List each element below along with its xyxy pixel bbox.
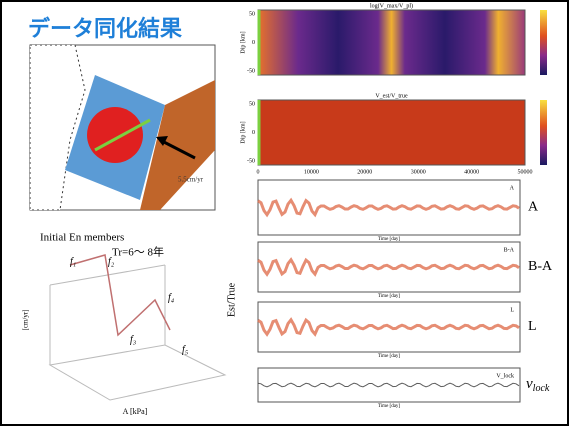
panel-label: A xyxy=(528,200,539,215)
colorbar xyxy=(540,100,547,165)
y-tick-label: -50 xyxy=(247,158,255,164)
point-label: f₄ xyxy=(168,292,175,303)
x-tick-label: 30000 xyxy=(411,169,426,175)
point-label: f₃ xyxy=(130,334,137,345)
x-axis-title: Time [day] xyxy=(378,354,401,359)
z-axis-label: [cm/yr] xyxy=(22,310,30,331)
panel-inner-label: B-A xyxy=(504,247,515,253)
x-axis-title: Time [day] xyxy=(378,404,401,409)
x-tick-label: 40000 xyxy=(464,169,479,175)
panel-inner-label: L xyxy=(510,307,514,313)
panel-label: B-A xyxy=(528,259,553,274)
title: データ同化結果 xyxy=(28,16,182,42)
map xyxy=(30,45,215,210)
point-label: f₂ xyxy=(108,256,115,267)
heatmap-title: V_est/V_true xyxy=(375,93,408,99)
heatmap-y-label: Dip [km] xyxy=(240,121,246,143)
y-tick-label: -50 xyxy=(247,68,255,74)
velocity-label: 5.5cm/yr xyxy=(178,176,204,184)
panel xyxy=(258,368,520,402)
x-tick-label: 20000 xyxy=(357,169,372,175)
y-tick-label: 0 xyxy=(252,130,255,136)
x-axis-title: Time [day] xyxy=(378,237,401,242)
label-subscript: lock xyxy=(533,383,550,394)
x-tick-label: 0 xyxy=(257,169,260,175)
y-tick-label: 0 xyxy=(252,40,255,46)
heatmap-title: log(V_max/V_pl) xyxy=(370,2,413,9)
slide: データ同化結果 5.5cm/yr Initial En members Tr=6… xyxy=(0,0,569,426)
heatmap xyxy=(258,10,525,75)
x-tick-label: 10000 xyxy=(304,169,319,175)
colorbar xyxy=(540,10,547,75)
x-axis-title: Time [day] xyxy=(378,294,401,299)
recurrence: Tr=6～ 8年 xyxy=(112,245,164,259)
heatmap-y-label: Dip [km] xyxy=(240,31,246,53)
y-tick-label: 50 xyxy=(249,101,255,107)
panel-label: L xyxy=(528,319,537,334)
panel-inner-label: A xyxy=(510,185,515,191)
x-axis-label: A [kPa] xyxy=(123,407,148,416)
caption: Initial En members xyxy=(40,232,124,244)
heatmap xyxy=(258,100,525,165)
point-label: f₅ xyxy=(182,344,189,355)
y-tick-label: 50 xyxy=(249,11,255,17)
x-tick-label: 50000 xyxy=(518,169,533,175)
y-axis-label: Est/True xyxy=(226,282,237,317)
point-label: f₁ xyxy=(70,256,76,267)
panel-inner-label: V_lock xyxy=(496,373,514,379)
